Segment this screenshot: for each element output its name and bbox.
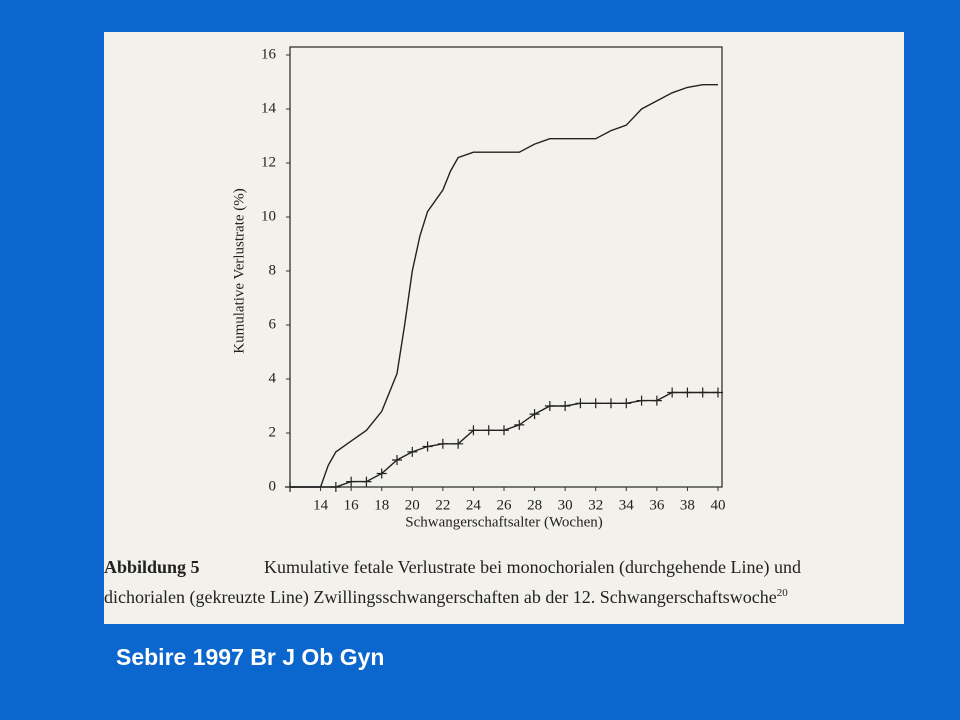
y-tick-label: 8 <box>269 262 277 278</box>
caption-line: dichorialen (gekreuzte Line) Zwillingssc… <box>104 587 788 608</box>
x-tick-label: 20 <box>405 497 420 513</box>
cross-marker <box>651 395 662 406</box>
cross-marker <box>499 425 509 436</box>
caption-text: Kumulative fetale Verlustrate bei monoch… <box>264 557 801 577</box>
x-tick-label: 40 <box>711 497 726 513</box>
cross-marker <box>468 425 479 436</box>
plot-frame <box>289 46 723 488</box>
cross-marker <box>330 482 341 492</box>
y-tick-label: 0 <box>269 478 277 494</box>
y-tick-label: 12 <box>261 154 276 170</box>
cross-marker <box>713 387 723 398</box>
caption-superscript: 20 <box>776 587 788 599</box>
cross-marker <box>636 395 647 406</box>
x-tick-label: 18 <box>374 497 389 513</box>
cross-marker <box>529 409 540 420</box>
cross-marker <box>667 387 678 398</box>
cross-marker <box>376 468 387 479</box>
cross-marker <box>453 438 464 449</box>
cross-marker <box>682 387 693 398</box>
x-tick-label: 28 <box>527 497 542 513</box>
x-tick-label: 14 <box>313 497 329 513</box>
cross-marker <box>361 476 372 487</box>
y-tick-label: 16 <box>261 46 277 62</box>
cross-marker <box>392 455 402 465</box>
y-tick-label: 10 <box>261 208 276 224</box>
y-tick-label: 6 <box>269 316 277 332</box>
cross-marker <box>590 398 601 409</box>
cross-marker <box>437 438 448 449</box>
y-tick-label: 2 <box>269 424 277 440</box>
x-tick-label: 24 <box>466 497 482 513</box>
cross-marker <box>560 401 571 411</box>
x-tick-label: 34 <box>619 497 635 513</box>
x-tick-label: 38 <box>680 497 695 513</box>
cross-marker <box>544 401 555 411</box>
x-axis-label: Schwangerschaftsalter (Wochen) <box>405 514 602 530</box>
cross-marker <box>422 441 433 452</box>
cross-marker <box>407 446 418 457</box>
cross-marker <box>697 387 708 398</box>
source: Sebire 1997 Br J Ob Gyn <box>116 644 385 670</box>
x-tick-label: 16 <box>344 497 360 513</box>
cross-marker <box>575 398 586 409</box>
caption-label: Abbildung 5 <box>104 557 200 577</box>
y-tick-label: 14 <box>261 100 277 116</box>
cross-marker <box>483 425 494 436</box>
cross-marker <box>285 482 295 492</box>
series-line <box>290 84 718 488</box>
cross-marker <box>346 476 357 487</box>
x-tick-label: 30 <box>558 497 573 513</box>
x-tick-label: 32 <box>588 497 603 513</box>
x-tick-label: 26 <box>497 497 513 513</box>
x-tick-label: 22 <box>435 497 450 513</box>
x-tick-label: 36 <box>649 497 665 513</box>
cross-marker <box>606 398 616 409</box>
cross-marker <box>621 398 632 409</box>
figure-panel: 0 2 4 6 8 10 12 14 16 14 16 18 20 22 24 26 28 30 32 34 36 38 4… <box>104 32 904 624</box>
cross-marker <box>514 419 525 430</box>
caption-line: Abbildung 5 Kumulative fetale Verlustrate… <box>104 557 801 578</box>
y-tick-label: 4 <box>269 370 277 386</box>
y-axis-label: Kumulative Verlustrate (%) <box>231 188 247 354</box>
caption-text: dichorialen (gekreuzte Line) Zwillingssc… <box>104 587 777 607</box>
